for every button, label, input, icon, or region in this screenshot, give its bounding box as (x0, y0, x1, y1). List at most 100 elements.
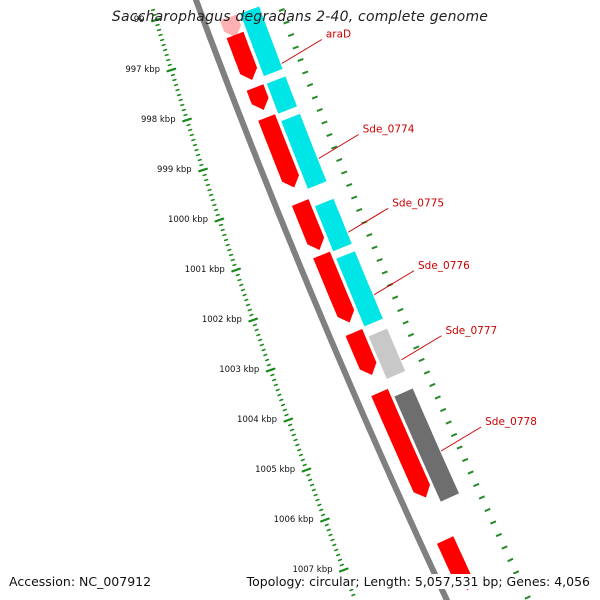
ruler-minor-tick (204, 178, 209, 182)
ruler-minor-tick (330, 538, 335, 542)
cds-block (394, 388, 459, 502)
gene-arrow (220, 14, 244, 39)
ruler-minor-tick (315, 498, 320, 502)
feature-tick (297, 57, 304, 63)
feature-tick (429, 382, 436, 388)
feature-tick (418, 357, 425, 363)
ruler-minor-tick (349, 588, 354, 592)
ruler-minor-tick (328, 533, 333, 537)
feature-tick (440, 407, 447, 413)
ruler-minor-tick (161, 43, 166, 47)
gene-label: Sde_0776 (418, 260, 470, 272)
ruler-minor-tick (172, 78, 177, 82)
ruler-minor-tick (287, 423, 293, 427)
ruler-minor-tick (202, 173, 207, 177)
gene-arrow (345, 329, 378, 375)
ruler-minor-tick (242, 293, 247, 297)
ruler-minor-tick (259, 343, 265, 347)
ruler-minor-tick (240, 288, 245, 292)
gene-arrow (313, 251, 355, 323)
ruler-minor-tick (215, 213, 220, 217)
ruler-minor-tick (209, 193, 214, 197)
feature-tick (402, 320, 409, 325)
ruler-minor-tick (317, 503, 322, 507)
ruler-minor-tick (189, 133, 194, 137)
ruler-minor-tick (291, 433, 296, 437)
ruler-minor-tick (158, 33, 163, 37)
ruler-minor-tick (254, 328, 259, 332)
ruler-minor-tick (249, 313, 254, 317)
ruler-minor-tick (220, 228, 225, 232)
feature-tick (283, 20, 290, 25)
ruler-minor-tick (222, 233, 227, 237)
ruler-minor-tick (298, 453, 304, 457)
ruler-tick-label: 1002 kbp (202, 315, 242, 325)
gene-label: Sde_0777 (445, 325, 497, 337)
ruler-minor-tick (194, 148, 199, 152)
feature-tick (311, 95, 318, 100)
feature-tick (478, 495, 485, 500)
feature-tick (450, 432, 458, 438)
ruler-minor-tick (218, 223, 224, 227)
ruler-major-tick (248, 317, 258, 323)
ruler-minor-tick (261, 348, 266, 352)
ruler-minor-tick (252, 323, 258, 327)
ruler-minor-tick (273, 383, 279, 387)
gene-label-leader (347, 207, 389, 233)
ruler-minor-tick (180, 103, 185, 107)
gene-arrow (258, 114, 300, 188)
ruler-minor-tick (207, 188, 212, 192)
ruler-major-tick (166, 67, 177, 73)
ruler-minor-tick (163, 48, 168, 52)
feature-tick (473, 482, 480, 488)
ruler-tick-label: 99 (134, 15, 145, 25)
ruler-minor-tick (167, 63, 172, 67)
gene-label: araD (326, 29, 351, 41)
ruler-minor-tick (256, 333, 261, 337)
cds-block (281, 113, 327, 189)
feature-tick (495, 532, 502, 538)
ruler-minor-tick (332, 543, 337, 547)
ruler-minor-tick (214, 208, 219, 212)
ruler-minor-tick (306, 473, 311, 477)
ruler-minor-tick (257, 338, 263, 342)
topology-summary: Topology: circular; Length: 5,057,531 bp… (242, 574, 590, 589)
feature-tick (501, 545, 508, 550)
feature-tick (467, 470, 474, 475)
ruler-minor-tick (279, 398, 284, 402)
ruler-major-tick (151, 17, 161, 23)
ruler-minor-tick (324, 523, 329, 527)
ruler-minor-tick (181, 108, 186, 112)
ruler-minor-tick (156, 28, 162, 32)
feature-tick (346, 182, 353, 188)
ruler-tick-label: 1004 kbp (237, 415, 277, 425)
feature-tick (507, 557, 514, 563)
ruler-minor-tick (337, 558, 343, 562)
ruler-minor-tick (235, 273, 240, 277)
feature-tick (423, 370, 431, 375)
cds-block (368, 328, 406, 379)
gene-arrow (246, 84, 271, 111)
ruler-minor-tick (270, 373, 275, 377)
ruler-minor-tick (280, 403, 286, 407)
ruler-minor-tick (302, 463, 307, 467)
ruler-major-tick (182, 117, 192, 123)
ruler-minor-tick (199, 163, 204, 167)
ruler-major-tick (320, 517, 330, 523)
feature-tick (356, 207, 363, 213)
ruler-minor-tick (307, 478, 313, 482)
ruler-minor-tick (320, 513, 326, 517)
gene-label-leader (281, 39, 323, 64)
ruler-minor-tick (247, 308, 252, 312)
ruler-minor-tick (311, 488, 316, 492)
feature-tick (397, 307, 404, 313)
ruler-minor-tick (297, 448, 302, 452)
ruler-tick-label: 1001 kbp (185, 265, 225, 275)
accession-label: Accession: NC_007912 (9, 574, 156, 589)
ruler-minor-tick (230, 258, 235, 262)
map-title: Saccharophagus degradans 2-40, complete … (111, 9, 489, 25)
gene-arrow (291, 199, 326, 250)
ruler-minor-tick (173, 83, 179, 87)
